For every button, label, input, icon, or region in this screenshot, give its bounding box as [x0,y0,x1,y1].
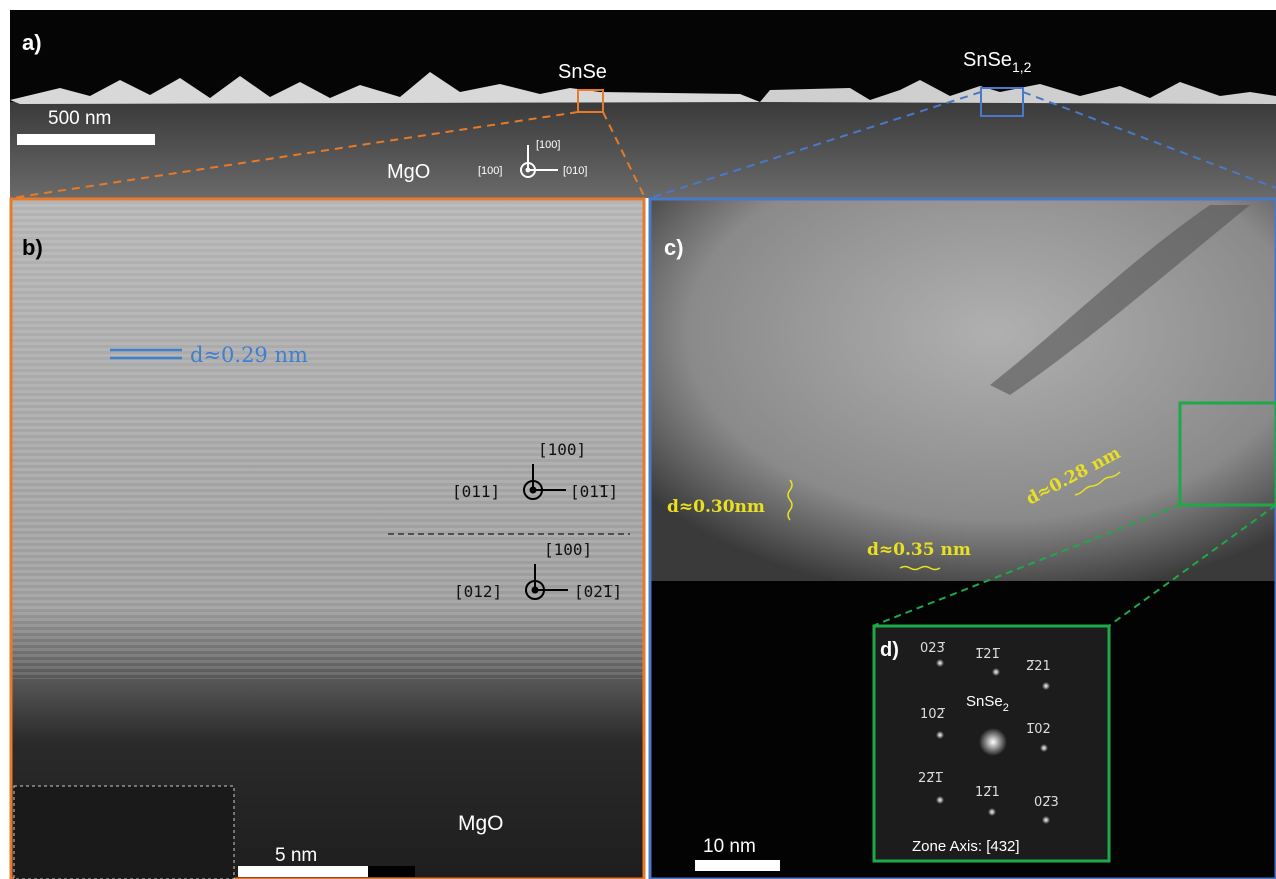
axis-label: [011] [452,482,500,501]
spot-label: 22̅1̅ [918,771,944,786]
spot [1042,816,1050,824]
zoom-line [1109,504,1276,626]
axis-label: [100] [536,139,560,151]
phase-label: SnSe2 [966,693,1009,714]
fringe-marker [899,565,941,571]
zoom-line [602,111,646,199]
film-label: SnSe [558,61,607,83]
spot [992,668,1000,676]
spot-label: 1̅02 [1026,722,1051,737]
spot [979,728,1007,756]
roi-box [1178,401,1276,507]
scale-bar [695,860,780,871]
fringe-marker [787,479,793,521]
phase-sub: 2 [1003,702,1009,714]
dark-band [990,205,1250,395]
spot-label: 2̅21 [1026,659,1051,674]
panel-c: c) d≈0.30nm d≈0.28 nm d≈0.35 nm 10 nm [648,197,1276,879]
spacing-label: d≈0.29 nm [190,343,308,367]
substrate-label: MgO [458,812,504,835]
spot-label: 023̅ [920,641,946,656]
lattice [11,199,644,679]
roi-box [577,89,604,113]
spot-label: 02̅3 [1034,795,1059,810]
axis-label: [01̅1] [570,482,618,501]
zoom-line [649,91,982,199]
axis-label: [100] [538,440,586,459]
roi-box [980,87,1024,117]
scale-bar [17,134,155,145]
grains [760,80,1276,104]
scale-label: 500 nm [48,108,111,129]
grains [10,72,760,104]
spot [988,808,996,816]
axis-label: [02̅1] [574,582,622,601]
zoom-line [11,111,579,199]
axis-label: [100] [478,165,502,177]
zoom-line [1022,91,1276,189]
inset-box [13,785,235,879]
panel-a: a) SnSe SnSe1,2 500 nm MgO [100] [100] [… [10,10,1276,199]
zone-axis: Zone Axis: [432] [912,838,1020,855]
substrate [10,102,1276,198]
axis-label: [100] [544,540,592,559]
frame [9,197,646,879]
frame [648,197,1276,879]
scale-bar [238,866,368,877]
film-label-main: SnSe [963,49,1012,71]
fringe-marker [1074,471,1121,496]
axis-icon [529,486,537,494]
spot-label: 1̅21̅ [975,647,1001,662]
spacing-label: d≈0.30nm [667,497,765,517]
spot [1040,744,1048,752]
phase-main: SnSe [966,693,1003,710]
spot [936,731,944,739]
panel-label: c) [664,235,684,260]
spot [936,659,944,667]
spot [936,796,944,804]
spot-label: 102̅ [920,707,946,722]
diffraction-spots [936,659,1050,824]
spot-label: 12̅1 [975,785,1000,800]
zoom-line [874,504,1181,626]
spacing-label: d≈0.35 nm [867,540,971,560]
axis-label: [012] [454,582,502,601]
panel-d: d) 023̅ 1̅21̅ 2̅21 102̅ 1̅02 22̅1̅ 12̅1 … [872,624,1111,863]
film-label: SnSe1,2 [963,49,1032,75]
axis-icon [531,586,539,594]
spot [1042,682,1050,690]
panel-label: a) [22,30,42,55]
panel-label: b) [22,235,43,260]
axis-label: [010] [563,165,587,177]
scale-bar-end [368,866,415,877]
panel-b: b) d≈0.29 nm [100] [011] [01̅1] [100] [0… [9,197,646,879]
film-label-sub: 1,2 [1012,59,1032,75]
substrate-label: MgO [387,161,430,183]
panel-label: d) [880,639,899,661]
scale-label: 5 nm [275,845,317,866]
scale-label: 10 nm [703,836,756,857]
